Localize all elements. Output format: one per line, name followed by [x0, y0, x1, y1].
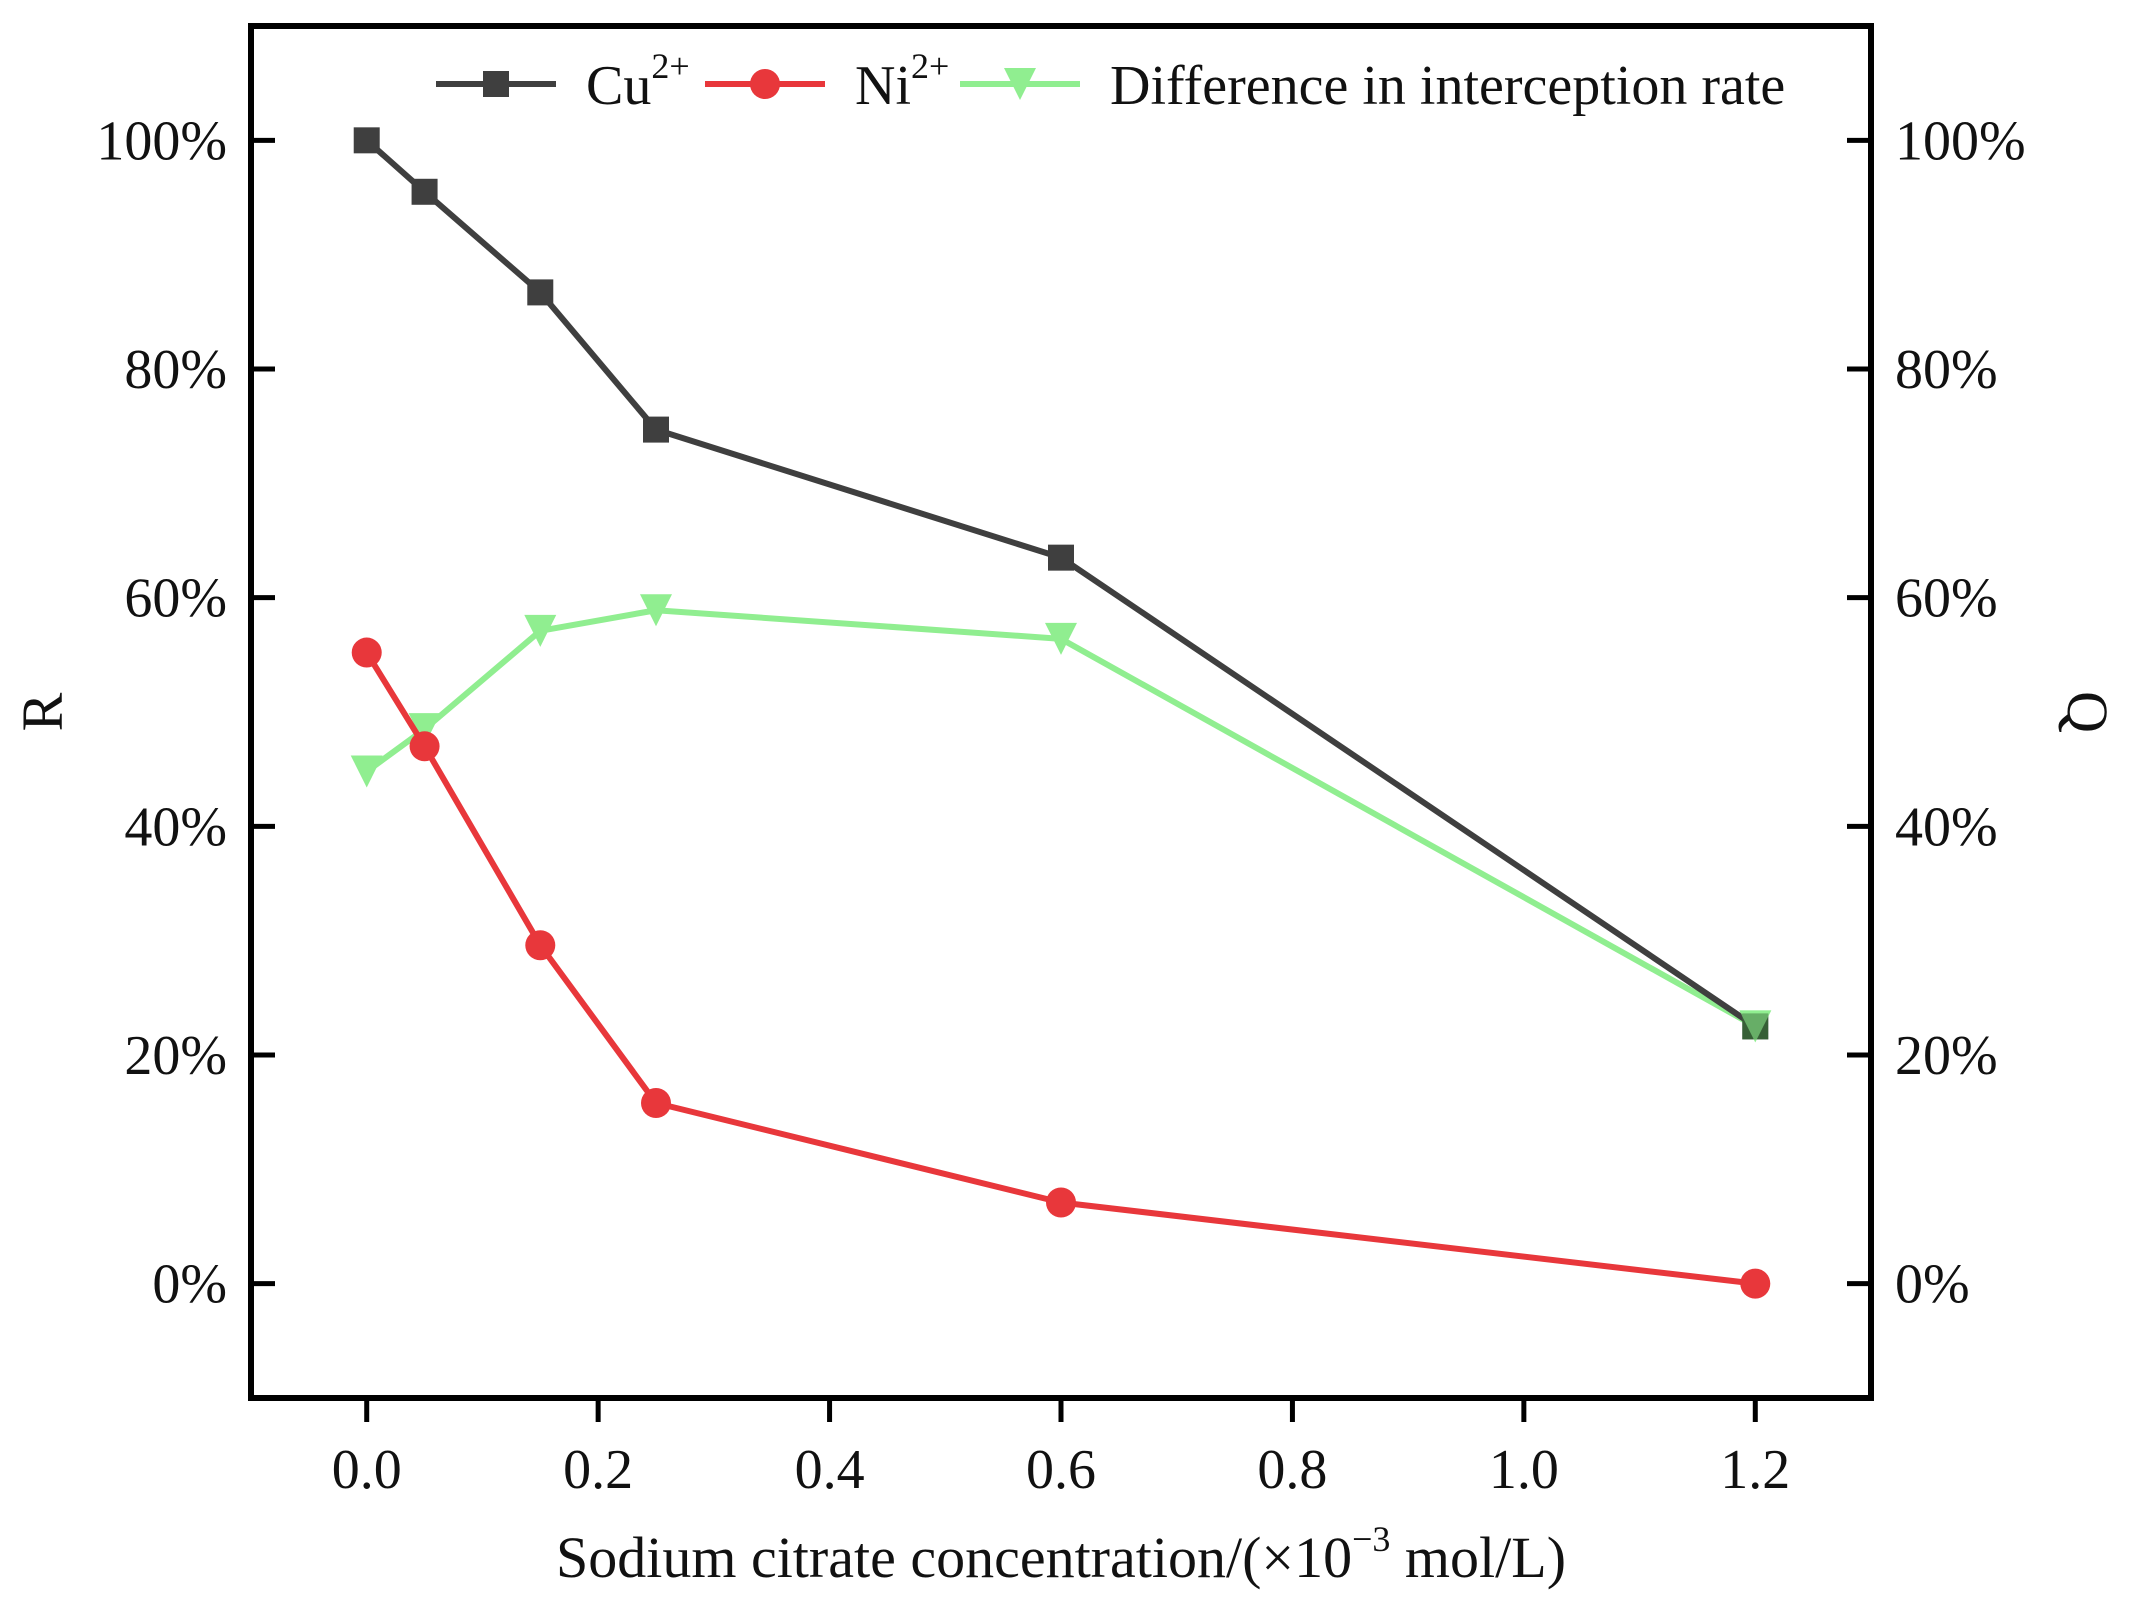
legend-label: Ni2+ — [855, 46, 949, 117]
y-tick-label: 20% — [124, 1025, 227, 1087]
data-point — [1046, 1187, 1076, 1218]
x-axis: 0.0 0.2 0.4 0.6 0.8 1.0 1.2 — [332, 1398, 1790, 1501]
data-point — [408, 713, 441, 746]
x-tick-label: 0.4 — [795, 1439, 865, 1501]
y-tick-label: 80% — [124, 339, 227, 401]
y2-tick-label: 100% — [1895, 110, 2026, 172]
series-line — [364, 138, 1757, 1029]
legend-label-superscript: 2+ — [651, 46, 689, 86]
x-axis-title: Sodium citrate concentration/(×10−3 mol/… — [556, 1519, 1566, 1590]
data-point — [351, 637, 382, 668]
x-tick-label: 0.2 — [563, 1439, 633, 1501]
x-axis-title-main: Sodium citrate concentration/(×10 — [556, 1525, 1352, 1590]
data-point — [1740, 1268, 1771, 1299]
data-point — [524, 614, 557, 647]
y2-tick-label: 60% — [1895, 568, 1998, 630]
data-point — [409, 731, 440, 762]
y-axis-left: 0% 20% 40% 60% 80% 100% — [96, 110, 275, 1316]
y-tick-label: 40% — [124, 796, 227, 858]
y-tick-label: 0% — [152, 1254, 227, 1316]
y-tick-label: 60% — [124, 568, 227, 630]
data-point — [411, 178, 438, 205]
legend-label: Difference in interception rate — [1110, 55, 1785, 117]
series-layer — [350, 127, 1772, 1299]
x-tick-label: 1.2 — [1720, 1439, 1790, 1501]
data-point — [641, 1088, 671, 1119]
y2-tick-label: 20% — [1895, 1025, 1998, 1087]
data-point — [640, 594, 672, 627]
data-point — [643, 416, 669, 443]
legend-marker — [1004, 68, 1036, 100]
data-point — [353, 127, 380, 154]
legend: Cu2+ Ni2+ Difference in interception rate — [436, 46, 1785, 117]
series-2 — [351, 637, 1771, 1299]
series-line — [364, 607, 1757, 1030]
legend-marker — [750, 69, 780, 99]
legend-label-text: Ni — [855, 55, 911, 117]
series-line — [364, 650, 1756, 1287]
y-axis-title: R — [10, 692, 75, 731]
legend-label-text: Cu — [586, 55, 651, 117]
y-tick-label: 100% — [96, 110, 227, 172]
data-point — [1048, 544, 1074, 571]
x-axis-title-suffix: mol/L) — [1390, 1525, 1566, 1590]
x-tick-label: 0.6 — [1026, 1439, 1096, 1501]
data-point — [1045, 622, 1077, 655]
y2-axis-title: Q — [2055, 691, 2120, 733]
legend-label-text: Difference in interception rate — [1110, 55, 1785, 117]
x-tick-label: 0.8 — [1257, 1439, 1327, 1501]
legend-item: Cu2+ — [436, 46, 690, 117]
legend-label: Cu2+ — [586, 46, 690, 117]
x-tick-label: 1.0 — [1489, 1439, 1559, 1501]
data-point — [525, 930, 556, 961]
y2-tick-label: 80% — [1895, 339, 1998, 401]
x-axis-title-exponent: −3 — [1352, 1519, 1390, 1559]
legend-item: Difference in interception rate — [960, 55, 1785, 117]
legend-item: Ni2+ — [705, 46, 949, 117]
data-point — [527, 279, 554, 306]
overlap-point — [1739, 1010, 1772, 1043]
y-axis-right: 0% 20% 40% 60% 80% 100% — [1847, 110, 2026, 1316]
data-point — [350, 755, 383, 788]
legend-label-superscript: 2+ — [911, 46, 949, 86]
series-1 — [353, 127, 1769, 1040]
x-tick-label: 0.0 — [332, 1439, 402, 1501]
y2-tick-label: 40% — [1895, 796, 1998, 858]
y2-tick-label: 0% — [1895, 1254, 1970, 1316]
legend-marker — [483, 71, 509, 97]
